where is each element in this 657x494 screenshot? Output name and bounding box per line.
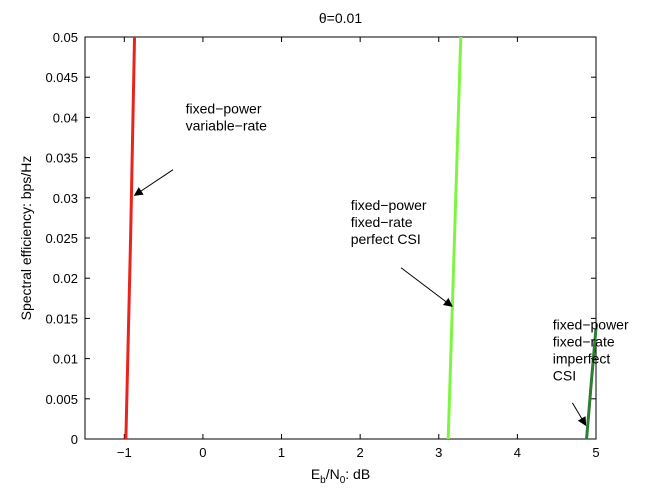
y-tick-label: 0.05 xyxy=(53,30,78,45)
annotation-line: fixed−rate xyxy=(553,334,615,350)
x-tick-label: 3 xyxy=(435,445,442,460)
annotation-line: CSI xyxy=(553,368,576,384)
annotation-line: fixed−power xyxy=(553,317,629,333)
series-line-3 xyxy=(585,327,598,440)
annotation-arrow-3 xyxy=(571,402,587,427)
y-tick-label: 0.02 xyxy=(53,271,78,286)
x-tick-label: 2 xyxy=(357,445,364,460)
y-tick-label: 0.03 xyxy=(53,191,78,206)
annotation-line: fixed−power xyxy=(186,100,262,116)
annotation-line: fixed−rate xyxy=(351,214,413,230)
y-tick-label: 0.015 xyxy=(45,311,78,326)
annotation-1: fixed−power variable−rate xyxy=(186,100,268,133)
x-axis-label-tail: : dB xyxy=(345,466,370,482)
plot-area xyxy=(84,36,597,440)
x-axis-label: Eb/N0: dB xyxy=(311,466,370,486)
y-tick-label: 0.035 xyxy=(45,151,78,166)
annotation-arrow-2 xyxy=(400,267,453,307)
x-axis-label-mid: /N xyxy=(326,466,340,482)
y-axis-label: Spectral efficiency: bps/Hz xyxy=(18,156,34,321)
y-tick-label: 0.04 xyxy=(53,110,78,125)
chart-title: θ=0.01 xyxy=(319,10,362,26)
x-tick-label: −1 xyxy=(117,445,132,460)
annotation-line: perfect CSI xyxy=(351,231,421,247)
annotation-arrow-1 xyxy=(133,169,174,196)
annotation-line: fixed−power xyxy=(351,197,427,213)
x-tick-label: 1 xyxy=(278,445,285,460)
annotation-3: fixed−power fixed−rate imperfect CSI xyxy=(553,317,629,384)
series-line-2 xyxy=(446,36,463,440)
x-tick-label: 4 xyxy=(514,445,521,460)
x-tick-label: 0 xyxy=(199,445,206,460)
x-axis-label-sub1: b xyxy=(320,475,326,486)
y-tick-label: 0.01 xyxy=(53,352,78,367)
axis-ticks: −1 0 1 2 3 4 5 0 0.005 0.01 0.015 0.02 0.025 0.03 0.03… xyxy=(45,30,599,460)
series-line-1 xyxy=(124,36,137,440)
y-tick-label: 0.045 xyxy=(45,70,78,85)
x-axis-label-main: E xyxy=(311,466,320,482)
annotation-2: fixed−power fixed−rate perfect CSI xyxy=(351,197,427,247)
y-tick-label: 0.025 xyxy=(45,231,78,246)
x-axis-label-sub2: 0 xyxy=(340,475,346,486)
annotation-line: variable−rate xyxy=(186,117,268,133)
annotation-line: imperfect xyxy=(553,351,611,367)
y-tick-label: 0 xyxy=(71,432,78,447)
series-layer xyxy=(124,36,598,440)
x-tick-label: 5 xyxy=(592,445,599,460)
y-tick-label: 0.005 xyxy=(45,392,78,407)
